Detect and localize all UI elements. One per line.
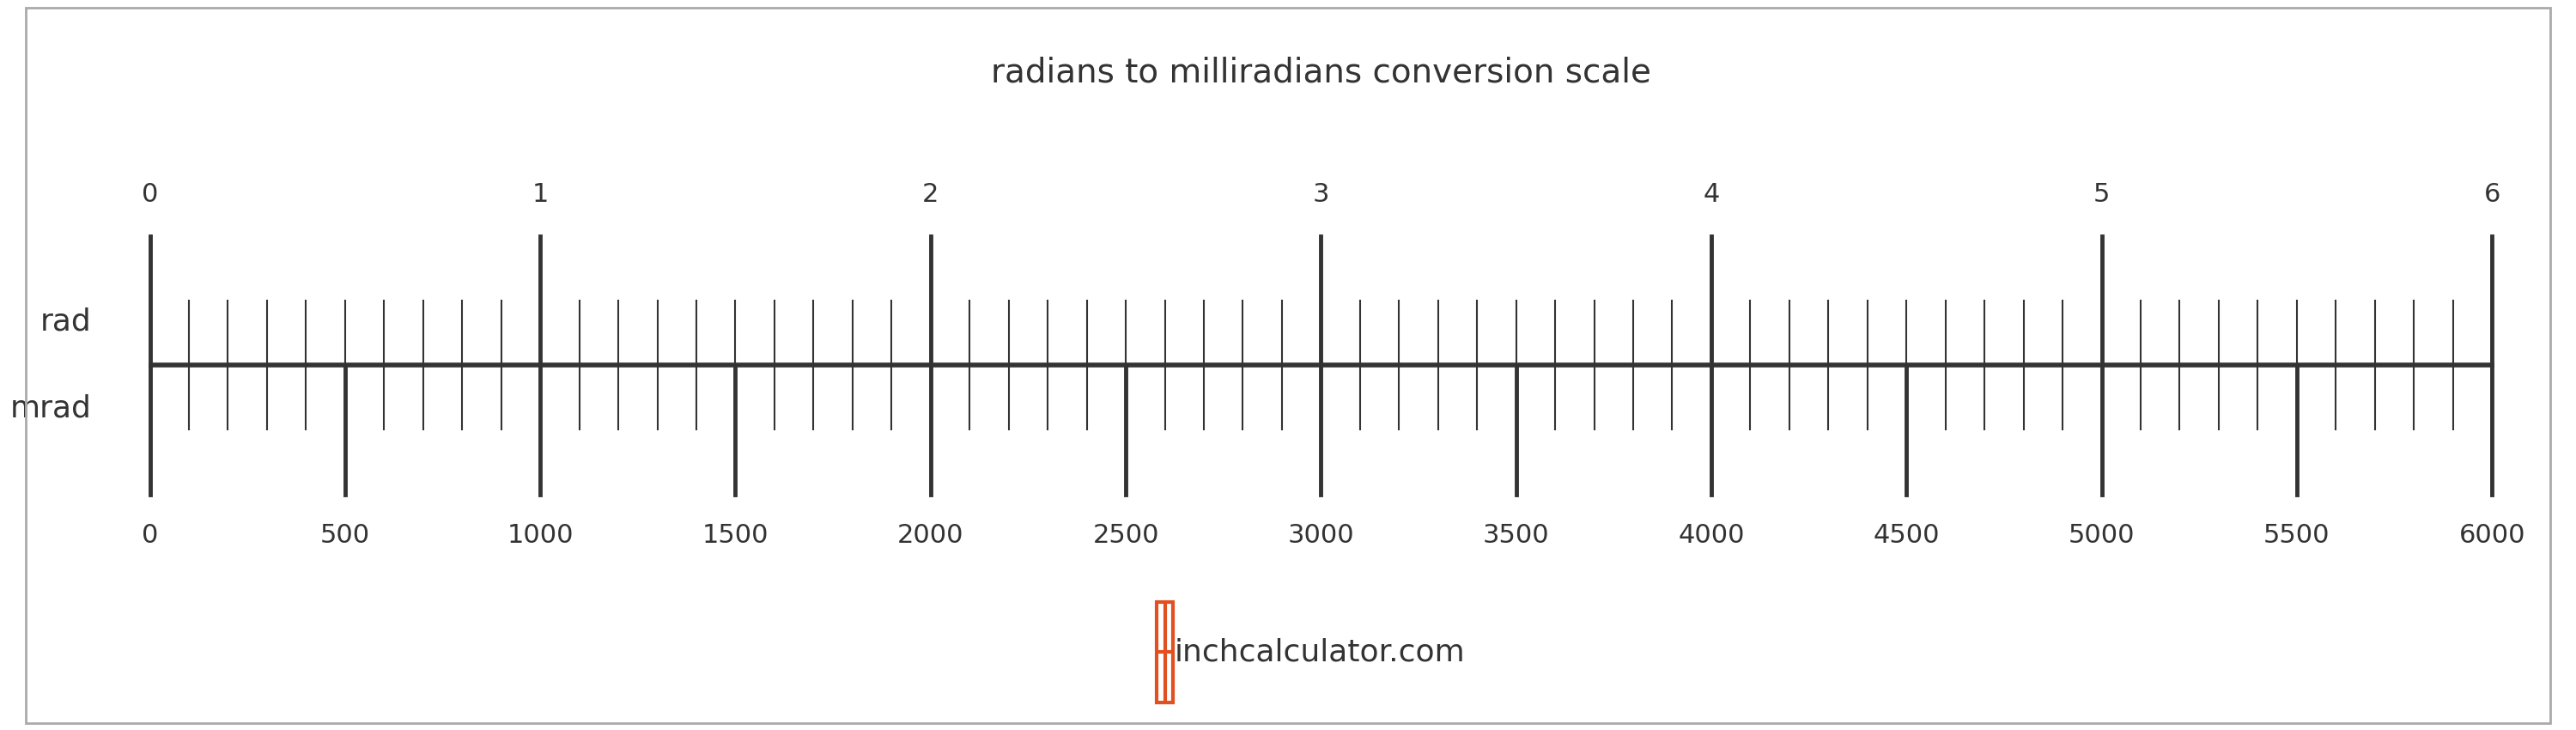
Text: 4000: 4000 [1677,523,1744,548]
Text: 0: 0 [142,182,157,207]
Bar [1157,602,1172,702]
Text: 3: 3 [1314,182,1329,207]
Text: 5500: 5500 [2264,523,2331,548]
Text: mrad: mrad [10,393,90,423]
Text: 6000: 6000 [2458,523,2524,548]
Text: 500: 500 [319,523,371,548]
Text: 1: 1 [531,182,549,207]
Text: rad: rad [41,307,90,337]
Text: 4500: 4500 [1873,523,1940,548]
Text: 2000: 2000 [896,523,963,548]
Text: 1000: 1000 [507,523,574,548]
Text: 2500: 2500 [1092,523,1159,548]
Text: 4: 4 [1703,182,1721,207]
Text: 6: 6 [2483,182,2501,207]
Text: 5: 5 [2094,182,2110,207]
Text: 5000: 5000 [2069,523,2136,548]
Text: 2: 2 [922,182,938,207]
Text: inchcalculator.com: inchcalculator.com [1175,637,1466,666]
Text: 1500: 1500 [703,523,768,548]
Text: 3500: 3500 [1484,523,1548,548]
Text: radians to milliradians conversion scale: radians to milliradians conversion scale [992,56,1651,89]
Text: 3000: 3000 [1288,523,1355,548]
Text: 0: 0 [142,523,157,548]
